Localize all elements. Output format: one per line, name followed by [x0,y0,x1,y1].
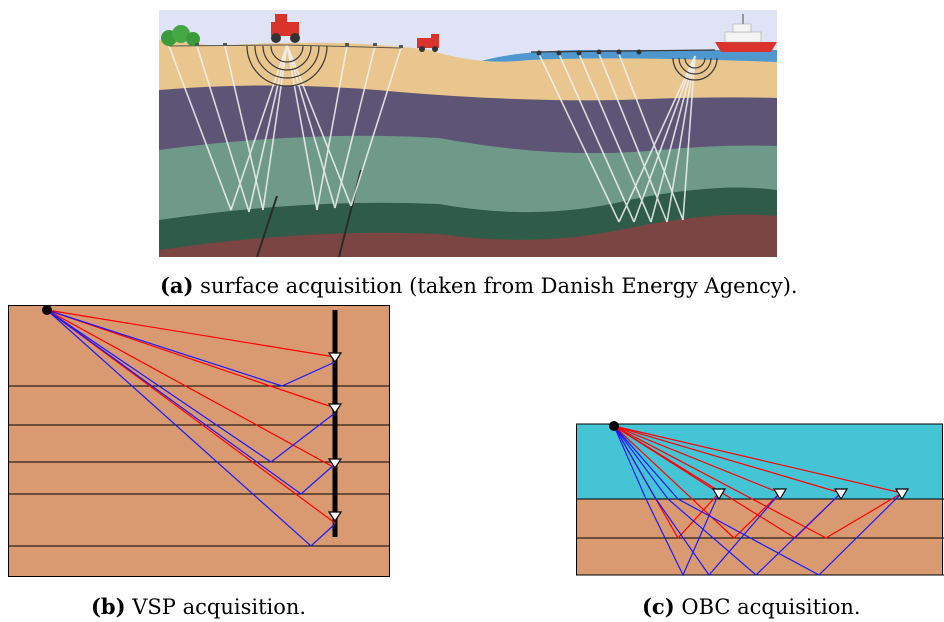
vsp-acquisition-svg [8,305,390,577]
caption-a-label: (a) [160,273,194,298]
fault-line [256,195,278,257]
receiver-triangle-icon [711,488,910,501]
earth-model [8,305,390,577]
source-dot-icon [609,421,619,431]
obc-acquisition-svg [576,421,944,577]
tractor-icon [271,14,300,43]
figure-b-diagram [8,305,390,577]
caption-a-text: surface acquisition (taken from Danish E… [200,274,798,298]
sea-source-waves [672,57,718,81]
direct-rays [613,425,903,540]
land-receiver-lines [168,44,402,49]
receiver-triangle-icon [327,352,343,523]
reflector-lines [8,385,390,547]
water-layer [576,423,943,500]
caption-c-text: OBC acquisition. [681,595,861,619]
caption-c: (c) OBC acquisition. [642,594,861,619]
streamer-cable [530,49,716,53]
earth-layer [576,498,943,576]
sea-rays [538,53,696,223]
land-rays [168,44,402,213]
reflector-lines [576,498,944,576]
streamer-receivers [536,49,642,56]
caption-b-label: (b) [91,594,126,619]
ship-icon [715,14,777,52]
land-source-waves [246,45,328,87]
land-geophones [195,43,403,48]
source-dot-icon [42,305,52,315]
red-earth-layer [159,214,777,257]
caption-b: (b) VSP acquisition. [91,594,306,619]
caption-b-text: VSP acquisition. [132,595,307,619]
figure-c-diagram [576,420,944,578]
caption-a: (a) surface acquisition (taken from Dani… [160,273,798,298]
figure-a-illustration [159,10,777,257]
reflected-rays [46,309,336,547]
reflected-rays [613,425,903,577]
truck-icon [417,34,439,52]
tree-icon [161,25,200,46]
caption-c-label: (c) [642,594,675,619]
surface-acquisition-svg [159,10,777,257]
